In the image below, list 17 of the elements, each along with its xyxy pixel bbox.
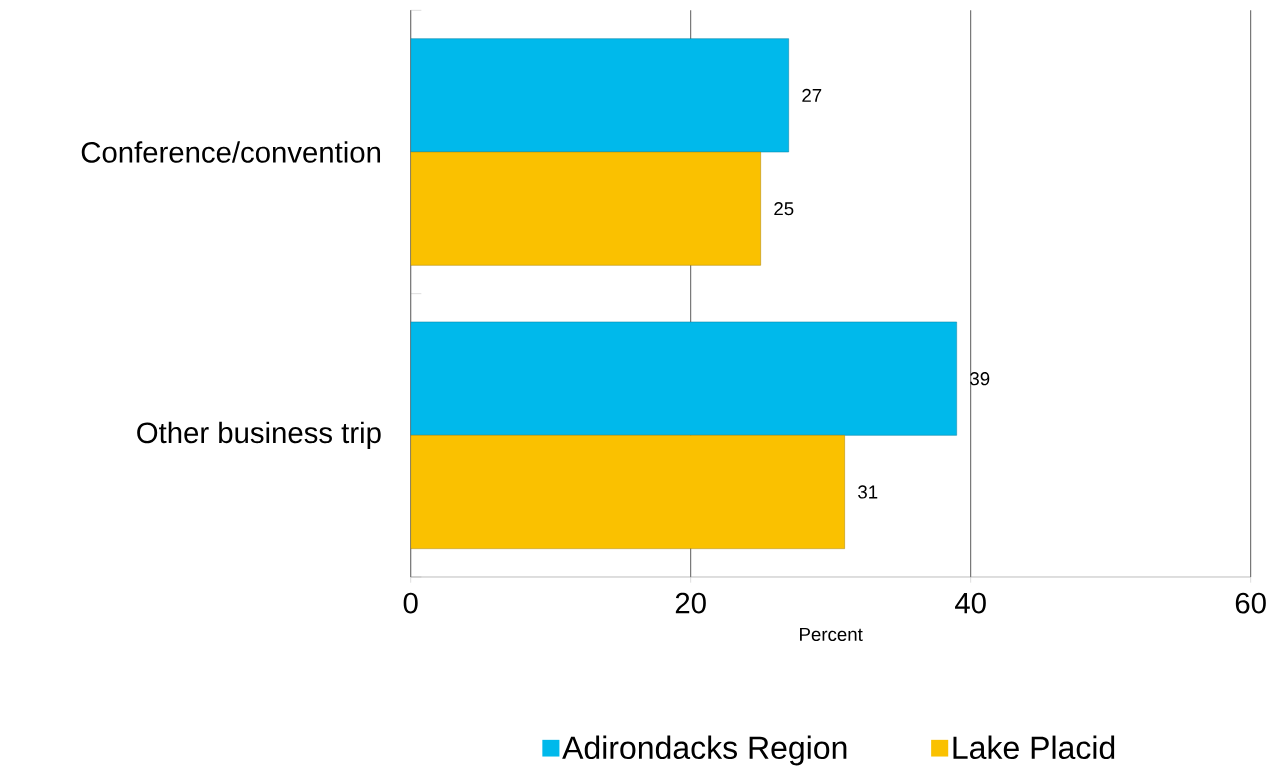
- bar: [410, 38, 789, 153]
- bar: [410, 151, 761, 266]
- y-tick-label: Conference/convention: [81, 141, 381, 163]
- data-label: 31: [858, 485, 878, 499]
- y-tick-label: Other business trip: [137, 421, 381, 449]
- data-label: 39: [970, 372, 990, 386]
- x-tick-label: 60: [1235, 592, 1266, 614]
- x-tick-label: 0: [403, 592, 418, 614]
- bar: [410, 435, 845, 549]
- bar: [410, 321, 957, 436]
- legend-label: Lake Placid: [953, 735, 1115, 760]
- data-label: 27: [802, 88, 822, 102]
- x-tick-label: 20: [675, 592, 706, 614]
- legend-label: Adirondacks Region: [562, 735, 847, 766]
- x-tick-label: 40: [955, 592, 986, 614]
- data-label: 25: [774, 202, 794, 216]
- x-axis-title: Percent: [800, 627, 863, 642]
